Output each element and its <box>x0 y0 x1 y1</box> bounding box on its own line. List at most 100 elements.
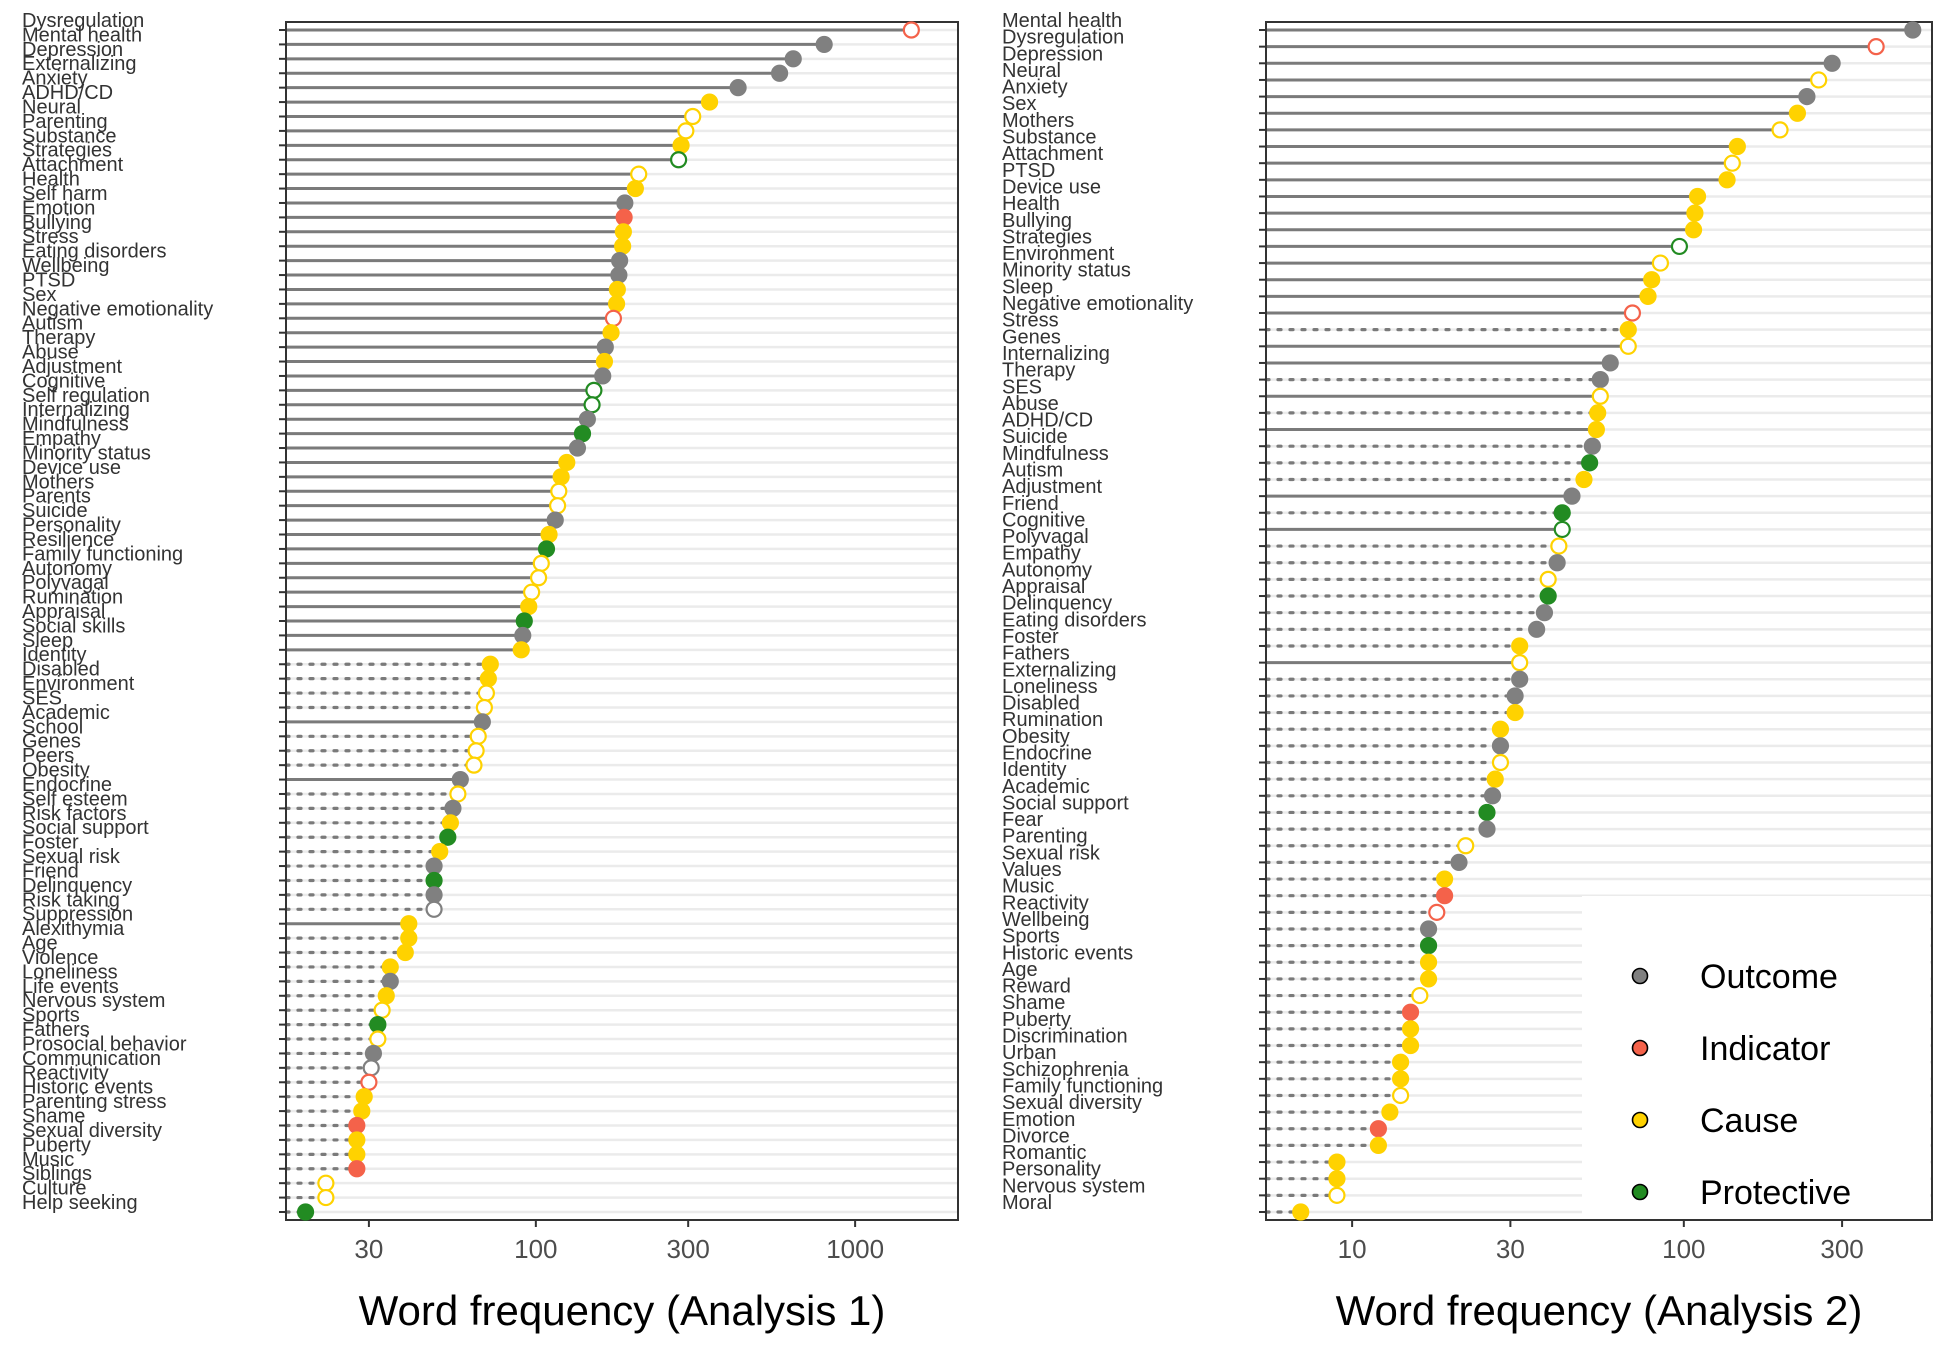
category-label: Therapy <box>1002 360 1075 382</box>
x-tick-label: 100 <box>514 1234 557 1264</box>
legend-key <box>1631 967 1649 985</box>
data-point <box>1491 737 1510 755</box>
data-point <box>532 554 550 572</box>
category-label: Shame <box>1002 992 1065 1014</box>
data-point <box>552 468 570 486</box>
data-point <box>1591 387 1609 405</box>
data-point <box>616 194 634 212</box>
data-point <box>348 1160 366 1178</box>
category-label: Personality <box>22 515 121 537</box>
data-point <box>596 338 614 356</box>
data-point <box>353 1102 371 1120</box>
data-point <box>529 569 548 587</box>
category-label: Disabled <box>1002 693 1080 715</box>
data-point <box>604 309 623 327</box>
data-point <box>602 324 620 342</box>
data-point <box>481 655 499 673</box>
category-label: Wellbeing <box>22 255 109 277</box>
category-label: Moral <box>1002 1192 1052 1214</box>
category-label: ADHD/CD <box>1002 410 1093 432</box>
category-label: Puberty <box>22 1134 91 1156</box>
data-point <box>377 987 395 1005</box>
category-label: Substance <box>1002 127 1097 149</box>
category-label: Attachment <box>1002 143 1104 165</box>
legend-label: Indicator <box>1700 1030 1830 1068</box>
category-label: Substance <box>22 125 117 147</box>
category-label: Fear <box>1002 809 1043 831</box>
category-label: Delinquency <box>1002 593 1112 615</box>
category-label: Wellbeing <box>1002 909 1089 931</box>
category-label: Appraisal <box>1002 576 1085 598</box>
category-label: Family functioning <box>22 543 183 565</box>
data-point <box>1419 970 1438 988</box>
data-point <box>614 237 632 255</box>
data-point <box>431 843 449 861</box>
category-label: Minority status <box>22 442 151 464</box>
legend: Outcome Indicator Cause Protective <box>1582 896 1930 1218</box>
legend-key <box>1631 1111 1649 1129</box>
data-point <box>1553 504 1571 522</box>
category-label: Negative emotionality <box>1002 293 1193 315</box>
data-point <box>1511 654 1529 672</box>
category-label: Sexual risk <box>1002 842 1101 864</box>
category-label: Sports <box>1002 926 1060 948</box>
category-label: Music <box>1002 876 1054 898</box>
category-label: Neural <box>22 96 81 118</box>
category-label: Externalizing <box>1002 659 1117 681</box>
data-point <box>784 50 802 68</box>
category-label: Stress <box>1002 310 1059 332</box>
category-label: Friend <box>1002 493 1059 515</box>
category-label: Mental health <box>22 24 142 46</box>
category-label: Genes <box>22 731 81 753</box>
data-point <box>1684 221 1703 239</box>
category-label: Emotion <box>1002 1109 1075 1131</box>
category-label: Social support <box>22 817 149 839</box>
category-label: Appraisal <box>22 601 105 623</box>
legend-label: Outcome <box>1700 958 1838 996</box>
data-point <box>1867 38 1885 56</box>
data-point <box>1369 1120 1387 1138</box>
data-point <box>425 871 443 890</box>
x-tick-label: 30 <box>1496 1234 1525 1264</box>
category-label: Abuse <box>1002 393 1059 415</box>
x-tick-label: 30 <box>354 1234 383 1264</box>
data-point <box>540 525 558 544</box>
category-label: Suicide <box>1002 426 1068 448</box>
data-point <box>1718 171 1736 189</box>
data-point <box>512 641 530 659</box>
data-point <box>396 943 414 962</box>
category-label: Polyvagal <box>22 572 109 594</box>
data-point <box>1810 71 1828 89</box>
category-label: Negative emotionality <box>22 298 213 320</box>
category-label: Bullying <box>22 212 92 234</box>
category-label: Peers <box>22 745 74 767</box>
data-point <box>1428 903 1446 921</box>
data-point <box>1539 587 1557 605</box>
data-point <box>400 915 418 933</box>
category-label: Depression <box>1002 43 1103 65</box>
x-tick-label: 100 <box>1662 1234 1705 1264</box>
category-label: Values <box>1002 859 1062 881</box>
data-point <box>1419 953 1438 971</box>
data-point <box>1798 87 1816 106</box>
category-label: Family functioning <box>1002 1075 1163 1097</box>
data-point <box>630 165 648 183</box>
category-label: ADHD/CD <box>22 82 113 104</box>
data-point <box>1553 520 1571 539</box>
category-label: Empathy <box>1002 543 1081 565</box>
category-label: Historic events <box>22 1077 153 1099</box>
category-label: Self harm <box>22 183 108 205</box>
category-label: Adjustment <box>1002 476 1102 498</box>
data-point <box>1292 1203 1310 1221</box>
data-point <box>444 799 462 817</box>
data-point <box>1435 870 1454 888</box>
data-point <box>1548 554 1566 572</box>
data-point <box>610 266 628 284</box>
data-point <box>1435 887 1454 905</box>
category-label: PTSD <box>1002 160 1055 182</box>
category-label: Device use <box>1002 176 1101 198</box>
category-label: Nervous system <box>22 990 165 1012</box>
category-label: Communication <box>22 1048 161 1070</box>
